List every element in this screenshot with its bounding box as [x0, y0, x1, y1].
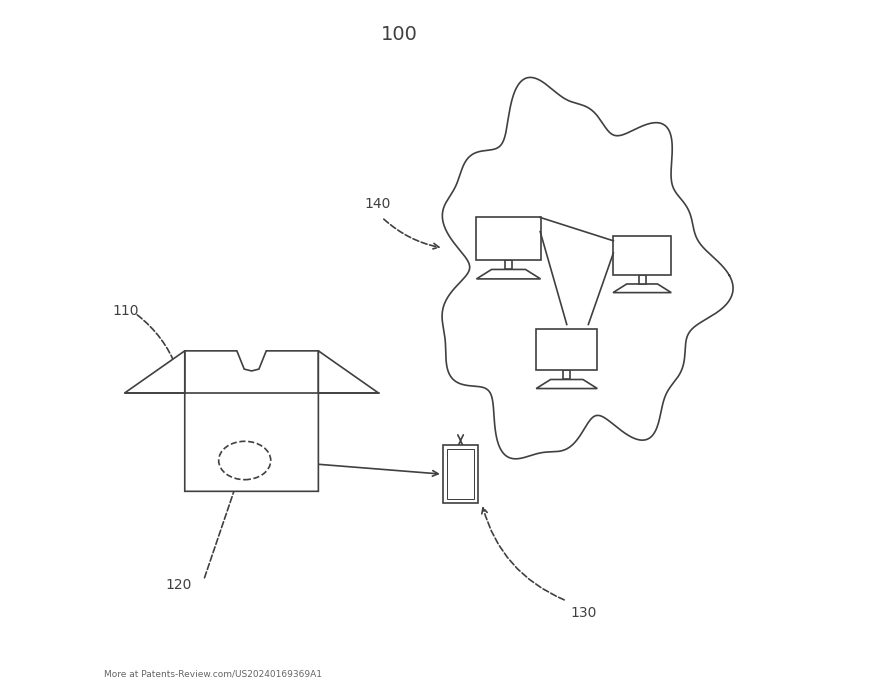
Bar [563, 370, 570, 380]
Polygon shape [185, 351, 319, 491]
Polygon shape [613, 284, 671, 292]
Polygon shape [476, 270, 540, 279]
Polygon shape [125, 351, 185, 393]
Text: 140: 140 [364, 197, 391, 211]
Bar [639, 275, 646, 284]
Text: 110: 110 [113, 304, 139, 318]
Text: More at Patents-Review.com/US20240169369A1: More at Patents-Review.com/US20240169369… [104, 669, 322, 678]
Bar [613, 236, 671, 275]
Bar [505, 260, 512, 270]
Bar [536, 329, 598, 370]
Polygon shape [442, 78, 733, 459]
Polygon shape [536, 380, 598, 389]
Text: 130: 130 [570, 605, 597, 620]
Text: 100: 100 [380, 25, 417, 44]
Ellipse shape [454, 153, 679, 398]
Bar [476, 217, 540, 260]
Polygon shape [319, 351, 378, 393]
Ellipse shape [218, 441, 271, 480]
Bar [447, 449, 474, 499]
Text: 120: 120 [166, 578, 193, 592]
Bar [443, 445, 479, 504]
